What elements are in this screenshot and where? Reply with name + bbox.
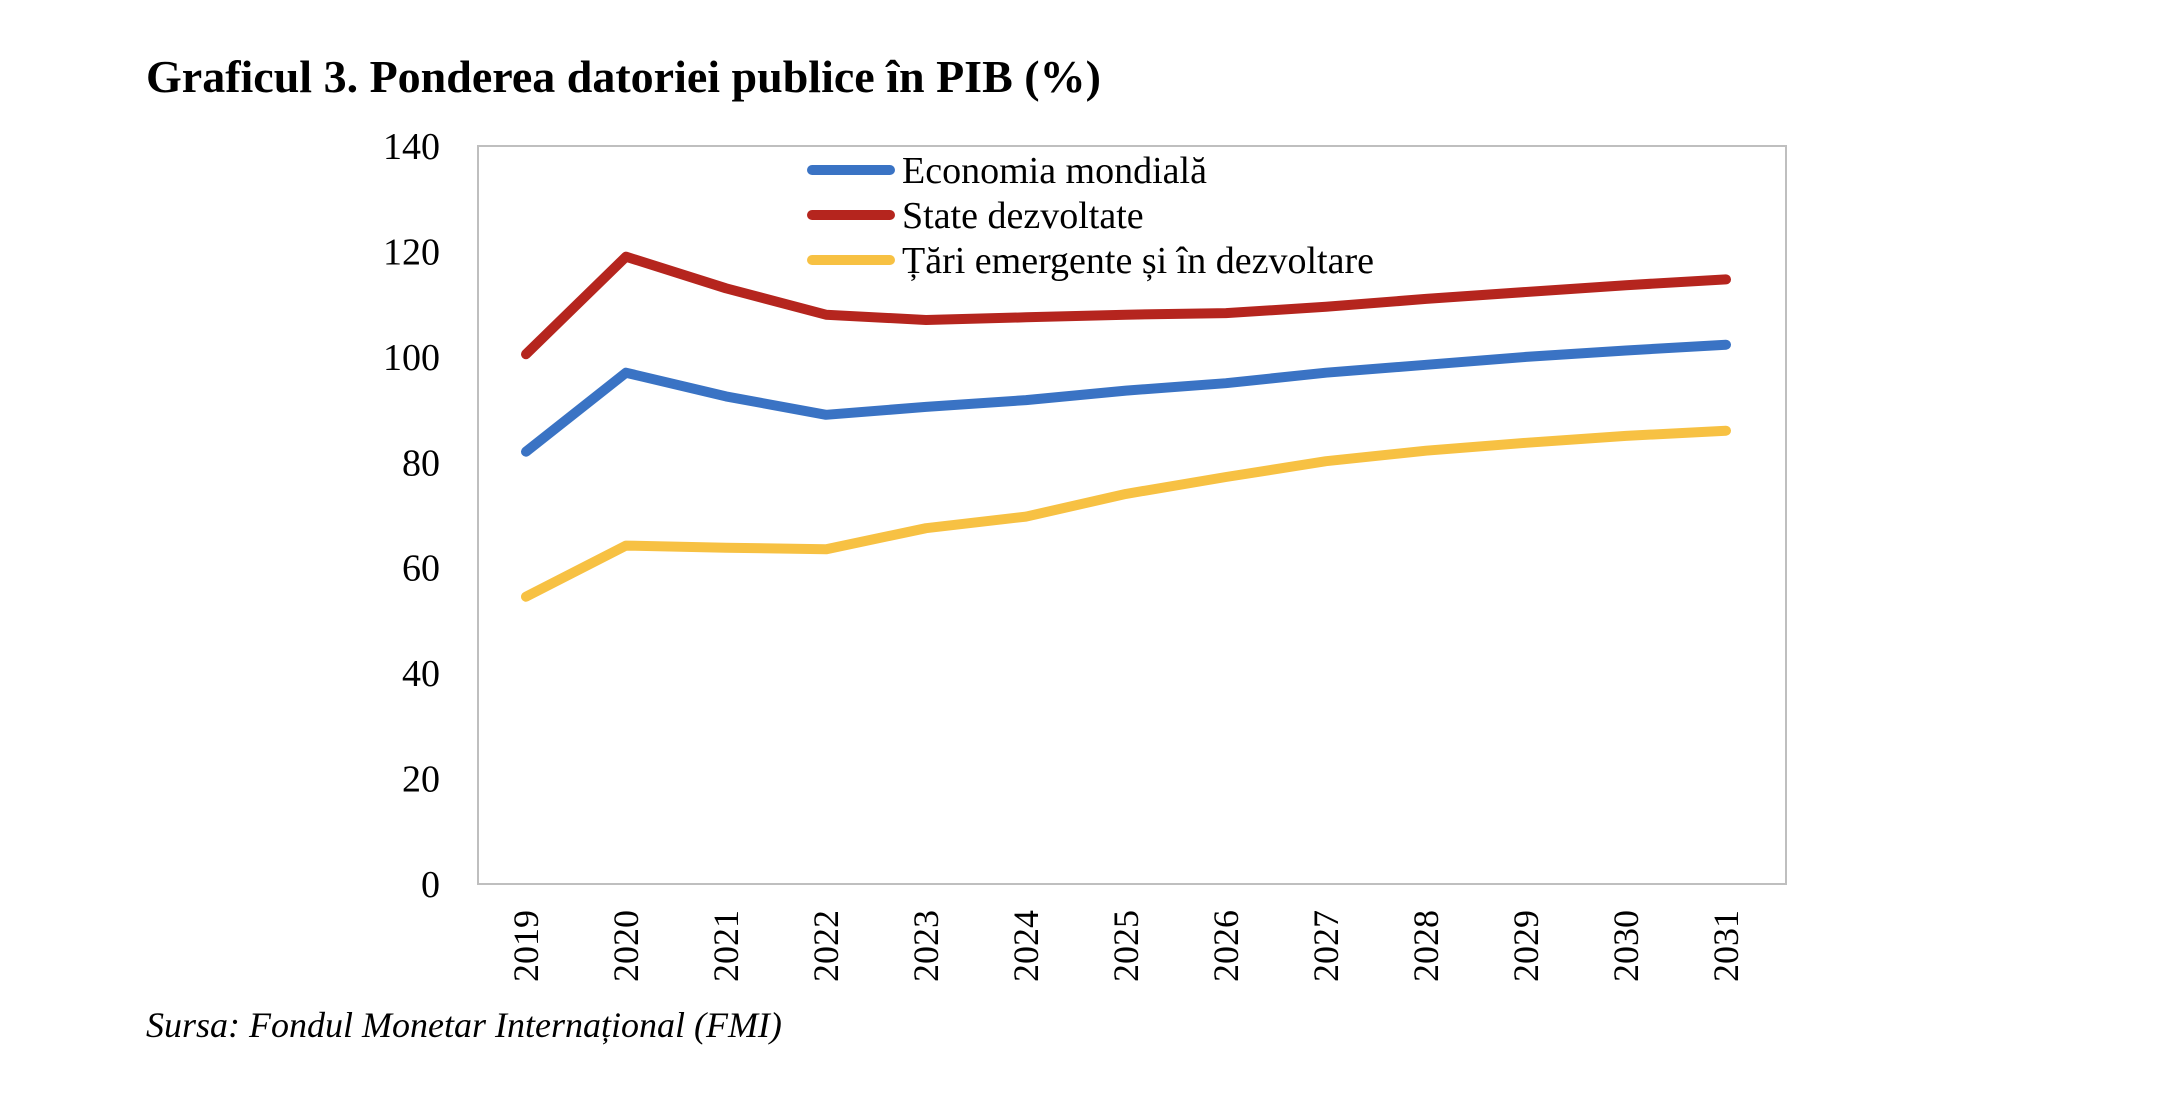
x-tick-label: 2023 (906, 910, 946, 982)
x-tick-label: 2030 (1606, 910, 1646, 982)
y-tick-label: 40 (402, 653, 440, 695)
legend-label-3: Țări emergente și în dezvoltare (902, 240, 1374, 282)
legend-label-1: Economia mondială (902, 150, 1207, 192)
x-tick-label: 2031 (1706, 910, 1746, 982)
chart-title: Graficul 3. Ponderea datoriei publice în… (146, 51, 1101, 102)
x-tick-label: 2021 (706, 910, 746, 982)
y-tick-label: 120 (383, 231, 440, 273)
y-tick-label: 100 (383, 337, 440, 379)
x-tick-label: 2024 (1006, 910, 1046, 982)
series-line-2 (521, 251, 1731, 360)
plot-area-border (477, 145, 1787, 885)
y-tick-label: 80 (402, 442, 440, 484)
x-tick-label: 2025 (1106, 910, 1146, 982)
series-line-3 (521, 425, 1731, 602)
x-tick-label: 2027 (1306, 910, 1346, 982)
source-note: Sursa: Fondul Monetar Internațional (FMI… (146, 1005, 782, 1045)
x-tick-label: 2029 (1506, 910, 1546, 982)
x-tick-label: 2019 (506, 910, 546, 982)
y-tick-label: 140 (383, 126, 440, 168)
legend-label-2: State dezvoltate (902, 195, 1144, 237)
y-tick-label: 60 (402, 548, 440, 590)
x-tick-label: 2022 (806, 910, 846, 982)
x-tick-label: 2026 (1206, 910, 1246, 982)
x-tick-label: 2020 (606, 910, 646, 982)
y-tick-label: 0 (421, 864, 440, 906)
series-line-1 (521, 339, 1731, 457)
y-tick-label: 20 (402, 759, 440, 801)
x-tick-label: 2028 (1406, 910, 1446, 982)
